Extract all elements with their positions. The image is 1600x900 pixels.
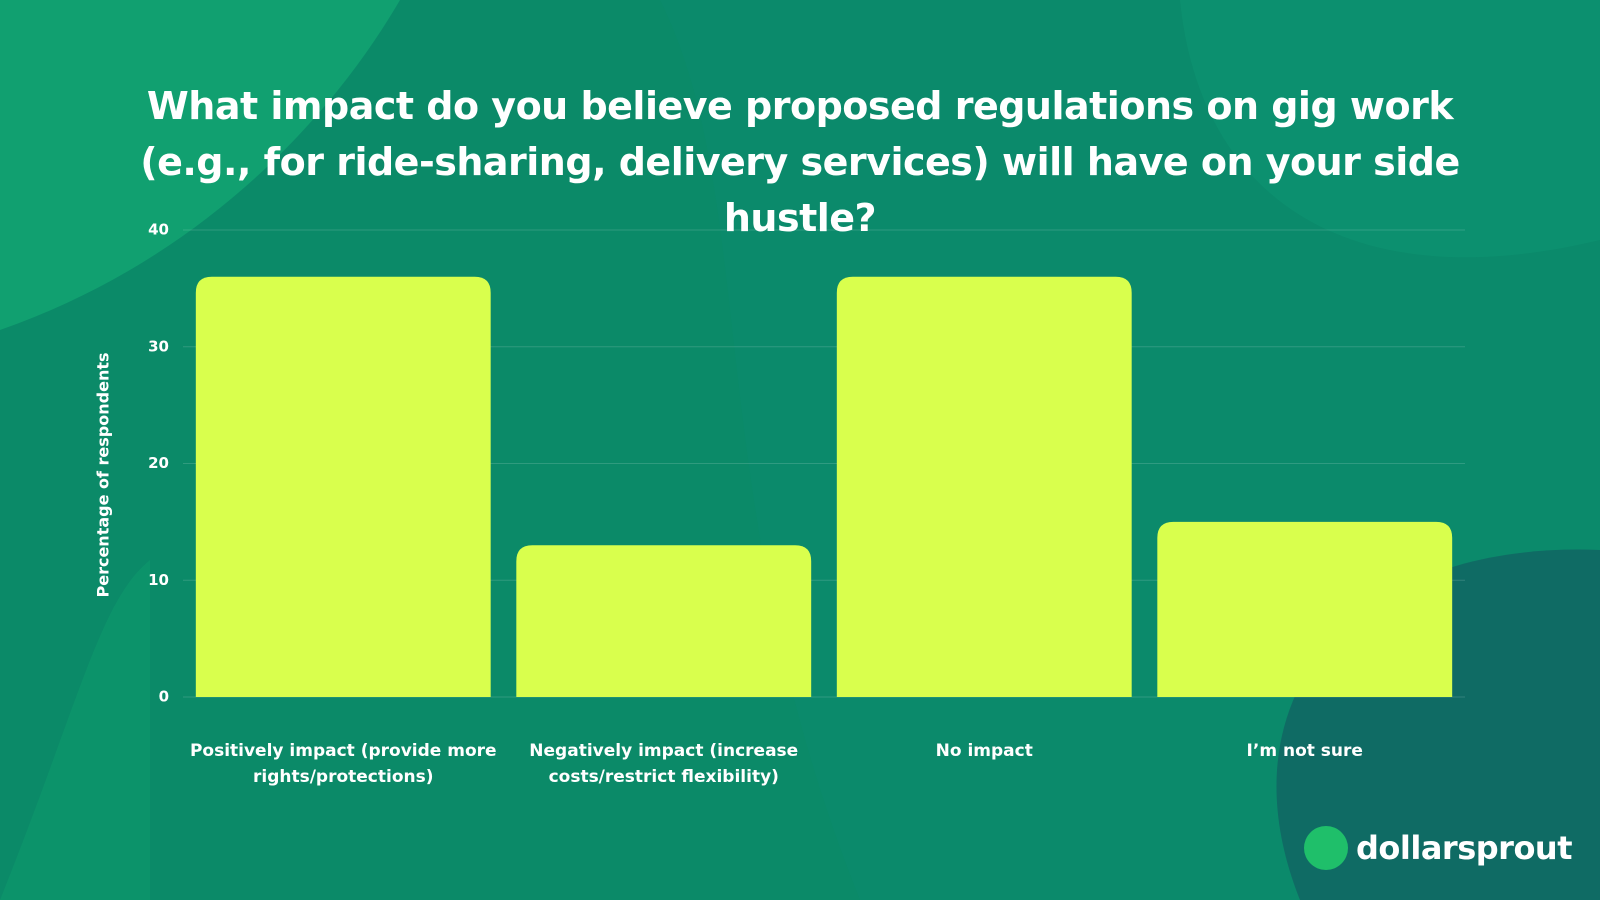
bar	[1157, 521, 1453, 697]
y-tick-label: 10	[148, 571, 169, 589]
bar	[195, 276, 491, 697]
x-tick-label: I’m not sure	[1246, 741, 1363, 761]
x-tick-label: No impact	[935, 741, 1033, 761]
logo-icon	[1304, 826, 1348, 870]
bar	[836, 276, 1132, 697]
x-tick-label: Negatively impact (increase costs/restri…	[529, 741, 799, 787]
brand: dollarsprout	[1304, 826, 1573, 870]
y-tick-label: 20	[148, 454, 169, 472]
chart-title: What impact do you believe proposed regu…	[140, 84, 1460, 240]
bar	[516, 545, 812, 697]
bg-shape	[0, 0, 400, 330]
y-tick-label: 40	[148, 221, 169, 239]
y-tick-label: 0	[159, 688, 169, 706]
brand-name: dollarsprout	[1356, 829, 1573, 867]
y-axis-label: Percentage of respondents	[94, 352, 113, 597]
x-tick-label: Positively impact (provide more rights/p…	[189, 741, 497, 787]
bg-shape	[1180, 0, 1600, 258]
y-tick-label: 30	[148, 337, 169, 355]
bg-shape	[0, 560, 150, 900]
